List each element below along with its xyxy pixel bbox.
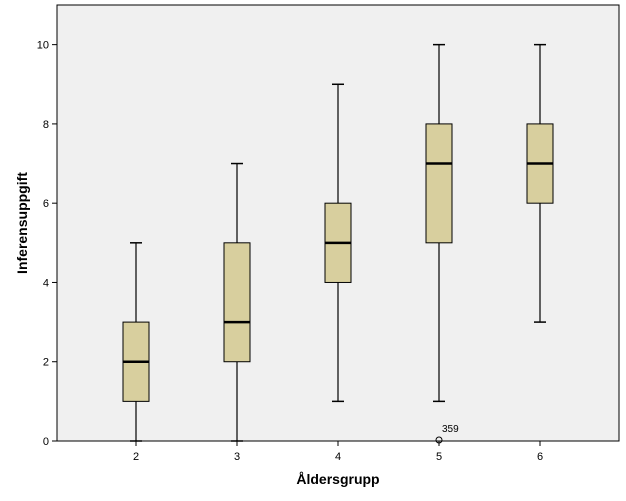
y-tick-label-6: 6 [43, 198, 49, 210]
y-tick-label-10: 10 [37, 40, 49, 52]
x-tick-label-5: 5 [436, 451, 442, 463]
outlier-point-359 [435, 436, 443, 444]
y-axis-label: Inferensuppgift [14, 172, 30, 274]
box-group-5 [425, 43, 453, 403]
x-axis-label: Åldersgrupp [296, 471, 379, 487]
y-tick-label-8: 8 [43, 119, 49, 131]
box-group-2 [122, 242, 150, 442]
x-tick-label-6: 6 [537, 451, 543, 463]
y-tick-label-2: 2 [43, 357, 49, 369]
x-tick-label-4: 4 [335, 451, 341, 463]
outlier-label-359: 359 [442, 424, 459, 435]
x-axis: 2 3 4 5 6 [133, 441, 543, 463]
x-tick-label-2: 2 [133, 451, 139, 463]
outliers-group: 359 [435, 424, 459, 444]
box-3 [223, 242, 251, 363]
box-5 [425, 123, 453, 244]
boxes-group [122, 43, 554, 442]
y-tick-label-4: 4 [43, 277, 49, 289]
box-group-6 [526, 43, 554, 323]
y-tick-label-0: 0 [43, 436, 49, 448]
y-axis: 0 2 4 6 8 10 [37, 40, 57, 448]
box-group-4 [324, 83, 352, 403]
x-tick-label-3: 3 [234, 451, 240, 463]
box-group-3 [223, 162, 251, 442]
